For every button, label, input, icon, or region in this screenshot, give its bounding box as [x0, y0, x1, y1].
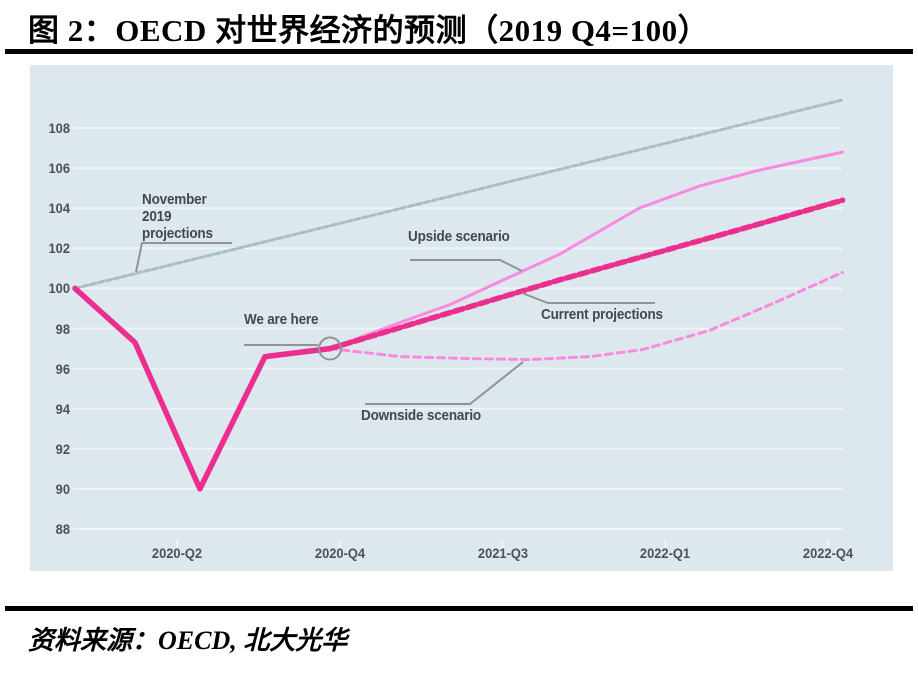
annotation-downside-scenario: Downside scenario [361, 407, 481, 424]
source-note: 资料来源：OECD, 北大光华 [28, 626, 348, 655]
line-chart [72, 98, 846, 549]
callout-current [521, 292, 655, 304]
y-axis-label-88: 88 [55, 521, 70, 537]
annotation-we-are-here: We are here [244, 311, 319, 328]
y-axis-label-98: 98 [55, 320, 70, 337]
callout-downside [365, 361, 524, 405]
x-axis-label-2020-q4: 2020-Q4 [314, 545, 365, 561]
x-axis-label-2022-q1: 2022-Q1 [640, 545, 691, 561]
y-axis-label-102: 102 [48, 240, 70, 257]
series-upside-scenario [328, 150, 845, 351]
annotation-current-projections: Current projections [541, 306, 663, 323]
y-axis-label-90: 90 [55, 480, 70, 497]
y-axis-label-96: 96 [55, 360, 70, 377]
we-are-here-marker [317, 336, 342, 361]
series-current-projections [327, 197, 846, 352]
callout-upside [410, 259, 523, 272]
callout-november [135, 242, 232, 273]
y-axis-label-106: 106 [48, 160, 70, 177]
annotation-november-2019-projections: November 2019 projections [142, 191, 213, 242]
series-downside-scenario [328, 270, 845, 362]
figure-title: 图 2：OECD 对世界经济的预测（2019 Q4=100） [28, 13, 710, 48]
chart-panel: 108 106 104 102 100 98 96 94 92 90 88 2020-Q2 2020-… [30, 65, 893, 571]
annotation-upside-scenario: Upside scenario [408, 228, 510, 245]
y-axis-label-100: 100 [48, 280, 70, 297]
series-november-2019-projections [73, 98, 845, 290]
y-axis-label-92: 92 [55, 440, 70, 457]
x-axis-label-2020-q2: 2020-Q2 [151, 545, 203, 561]
y-axis-label-104: 104 [48, 200, 70, 217]
title-divider-rule [5, 49, 913, 54]
source-divider-rule [5, 606, 913, 611]
y-axis-label-94: 94 [55, 400, 70, 417]
x-axis-label-2022-q4: 2022-Q4 [802, 545, 854, 561]
series-actual-path-history [72, 285, 333, 492]
x-axis-label-2021-q3: 2021-Q3 [477, 545, 528, 561]
y-axis-label-108: 108 [48, 120, 70, 136]
